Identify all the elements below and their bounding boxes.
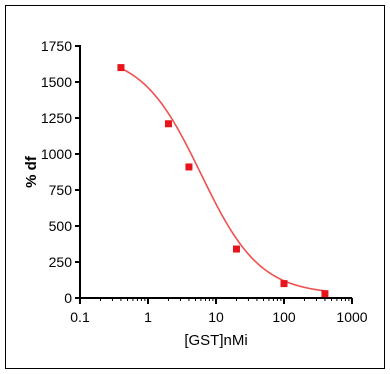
- y-tick-label: 1750: [41, 38, 72, 54]
- x-tick-label: 0.1: [70, 309, 90, 325]
- x-tick-label: 1000: [336, 309, 367, 325]
- data-points: [117, 64, 329, 298]
- y-tick-label: 0: [64, 290, 72, 306]
- x-ticks: 0.1 1 10 100 1000: [70, 298, 368, 325]
- x-axis-title: [GST]nMi: [184, 332, 247, 349]
- fit-curve: [120, 67, 326, 292]
- y-tick-label: 1250: [41, 110, 72, 126]
- data-point: [117, 64, 125, 72]
- y-tick-label: 1500: [41, 74, 72, 90]
- data-point: [280, 280, 288, 288]
- y-tick-label: 500: [49, 218, 73, 234]
- x-tick-label: 10: [208, 309, 224, 325]
- y-tick-label: 250: [49, 254, 73, 270]
- y-ticks: 0 250 500 750 1000 1250 1500 1750: [41, 38, 80, 306]
- data-point: [232, 245, 240, 253]
- chart-frame: [5, 5, 385, 369]
- x-tick-label: 1: [144, 309, 152, 325]
- y-tick-label: 1000: [41, 146, 72, 162]
- data-point: [164, 120, 172, 128]
- data-point: [321, 290, 329, 298]
- y-tick-label: 750: [49, 182, 73, 198]
- y-axis-title: % df: [23, 155, 40, 188]
- x-tick-label: 100: [272, 309, 296, 325]
- data-point: [185, 163, 193, 171]
- axes: [79, 45, 352, 299]
